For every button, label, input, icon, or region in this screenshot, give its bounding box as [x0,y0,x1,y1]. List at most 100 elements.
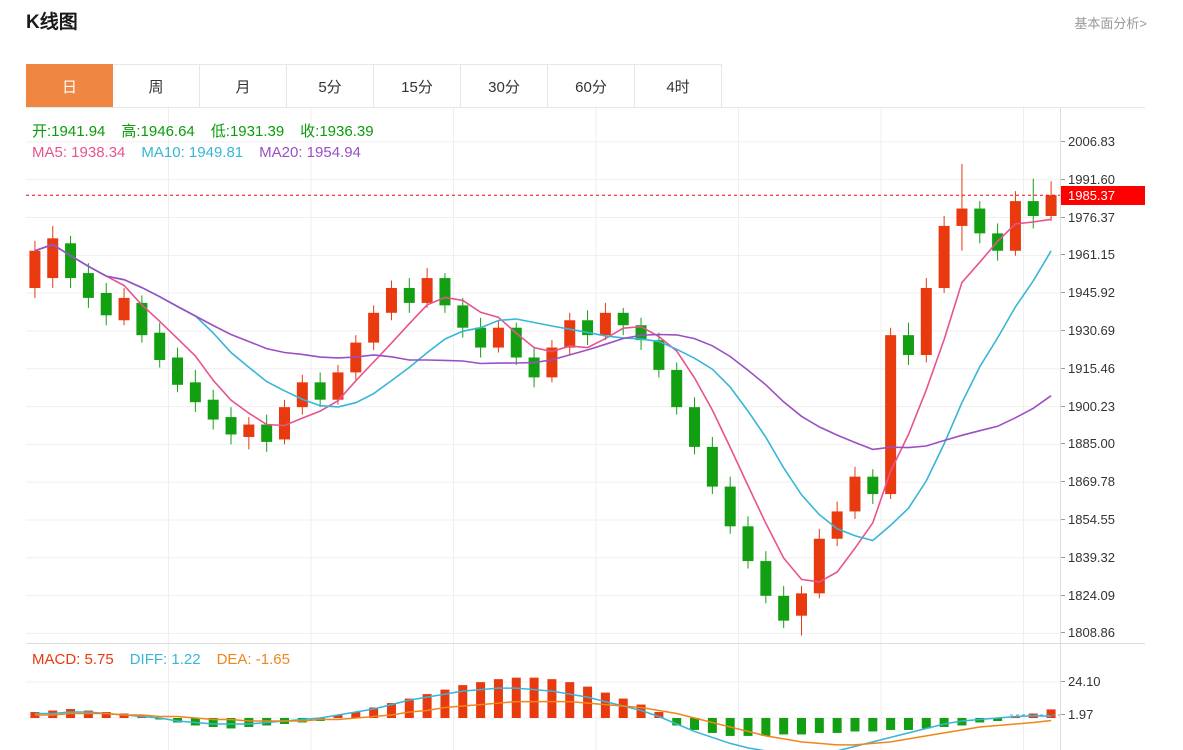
tab-hour4[interactable]: 4时 [635,64,722,107]
macd-bar [993,718,1003,721]
ohlc-info: 开:1941.94 高:1946.64 低:1931.39 收:1936.39 [32,120,390,141]
candle-body [29,250,41,288]
dea-line [34,700,1052,746]
macd-bar [1010,716,1020,718]
candle-body [867,476,879,495]
price-axis-label: 1900.23 [1061,399,1145,415]
price-axis-label: 1885.00 [1061,436,1145,452]
macd-bar [761,718,771,736]
price-axis-label: 1808.86 [1061,625,1145,641]
ohlc-info-item: 收:1936.39 [300,123,374,140]
candle-body [261,424,273,442]
candle-body [671,369,683,408]
price-axis-label: 1991.60 [1061,172,1145,188]
macd-bar [1046,709,1056,718]
tab-min5[interactable]: 5分 [287,64,374,107]
price-axis-label: 1945.92 [1061,285,1145,301]
macd-bar [369,707,379,718]
macd-info-item: DIFF: 1.22 [129,651,201,668]
candle-body [118,297,130,321]
diff-line [34,687,1052,750]
tab-min15[interactable]: 15分 [374,64,461,107]
macd-axis-label: 1.97 [1061,707,1145,723]
candle-body [885,335,897,495]
macd-bar [476,682,486,718]
candle-body [421,278,433,303]
candle-body [617,312,629,326]
candle-body [938,225,950,288]
candle-body [136,302,148,336]
candle-body [546,347,558,378]
macd-bar [226,718,236,729]
macd-bar [404,698,414,718]
macd-bar [903,718,913,730]
candle-body [332,372,344,400]
candle-body [172,357,184,385]
macd-bar [743,718,753,736]
candle-body [492,327,504,348]
candle-body [296,382,308,408]
macd-bar [173,718,183,723]
macd-bar [547,679,557,718]
macd-bar [458,685,468,718]
ma5-line [34,218,1052,583]
period-tabs: 日周月 5分 15分 30分 60分 4时 [26,64,1145,108]
macd-bar [119,713,129,718]
price-axis-label: 1930.69 [1061,323,1145,339]
candle-body [100,292,112,316]
tab-month[interactable]: 月 [200,64,287,107]
macd-chart[interactable] [26,644,1060,750]
ma-lines-layer [34,218,1052,583]
page-title: K线图 [26,12,78,33]
candle-body [689,407,701,447]
macd-bar [886,718,896,730]
ohlc-info-item: 低:1931.39 [210,123,285,140]
macd-bar [440,689,450,718]
macd-bar [529,677,539,718]
macd-bar [583,686,593,718]
price-axis-label: 1824.09 [1061,588,1145,604]
tab-week[interactable]: 周 [113,64,200,107]
tab-day[interactable]: 日 [26,64,113,107]
candle-body [760,561,772,596]
price-axis-label: 1869.78 [1061,474,1145,490]
candlestick-canvas[interactable] [26,108,1060,643]
macd-bar [921,718,931,729]
macd-bar [814,718,824,733]
macd-bar [511,677,521,718]
price-axis-label: 1976.37 [1061,210,1145,226]
candlestick-chart[interactable] [26,108,1060,643]
candle-body [582,320,594,336]
macd-bar [779,718,789,735]
tab-min30[interactable]: 30分 [461,64,548,107]
macd-bar [493,679,503,718]
macd-bar [208,718,218,727]
tab-min60[interactable]: 60分 [548,64,635,107]
candle-body [65,243,77,279]
candle-body [902,335,914,356]
current-price-badge: 1985.37 [1061,186,1145,206]
candle-body [439,278,451,306]
ohlc-info-item: 高:1946.64 [121,123,195,140]
candle-body [154,332,166,360]
macd-bar [690,718,700,730]
candle-body [599,312,611,336]
macd-canvas[interactable] [26,644,1060,750]
macd-bar [939,718,949,727]
fundamental-analysis-link[interactable]: 基本面分析> [1074,16,1147,31]
ohlc-info-item: 开:1941.94 [32,123,106,140]
candle-body [849,476,861,512]
candle-body [956,208,968,226]
candles-layer [29,163,1057,636]
price-axis-label: 1961.15 [1061,247,1145,263]
candle-body [974,208,986,234]
candle-body [653,340,665,370]
macd-bar [832,718,842,733]
panel-divider [26,643,1145,644]
candle-body [457,305,469,328]
macd-axis: 24.10 1.97 [1060,644,1145,750]
macd-bar [636,704,646,718]
ma-info-item: MA10: 1949.81 [141,144,244,161]
candle-body [778,595,790,621]
